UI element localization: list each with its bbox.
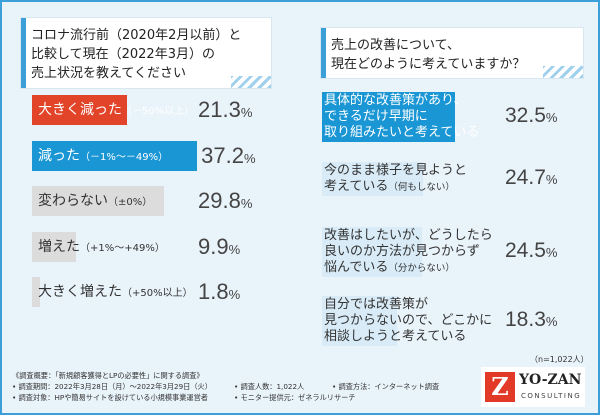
left-question-line-3: 売上状況を教えてください [31,66,186,81]
right-bar-label-line: 改善はしたいが、どうしたら [324,228,493,243]
right-bar-value: 24.7% [505,166,557,190]
left-bar-category: 減った [38,147,80,164]
left-question-line-1: コロナ流行前（2020年2月以前）と [31,28,242,43]
left-bar-value: 9.9% [198,232,240,262]
left-bar-category-note: （－1%～－49%） [80,151,169,163]
left-bar-category: 大きく増えた [38,284,122,300]
left-bar-category: 変わらない [38,193,108,209]
right-bar-label-line: 今のまま様子を見ようと [324,163,468,178]
right-bar-value-unit: % [545,245,558,260]
right-question-line-2: 現在どのように考えていますか？ [331,57,526,72]
left-bar-value: 1.8% [198,277,240,307]
question-accent [321,28,326,78]
left-bar-value-number: 9.9 [198,233,229,259]
right-bar-label: 改善はしたいが、どうしたら 良いのか方法が見つからず 悩んでいる（分からない） [324,228,493,277]
logo-sub: CONSULTING [521,392,582,400]
survey-method: • 調査方法：インターネット調査 [332,382,440,391]
right-bar-label-line: 良いのか方法が見つからず [324,244,480,259]
left-bar-label: 減った（－1%～－49%） [32,141,168,171]
right-bar [322,296,398,346]
footer-row-1: • 調査期間：2022年3月28日（月）～2022年3月29日（火） • 調査人… [12,381,482,392]
right-bar-value-number: 32.5 [505,104,546,127]
right-bar-label: 具体的な改善策があり、 できるだけ早期に 取り組みたいと考えている [324,93,479,141]
survey-target: • 調査対象：HPや簡易サイトを設けている小規模事業運営者 [12,393,208,402]
right-bar-category-note: （分からない） [388,263,455,274]
right-bar-label-line: 見つからないので、どこかに [324,313,493,328]
left-bar-category: 大きく減った [38,102,122,118]
left-bar-category-note: （+1%～+49%） [80,242,165,254]
left-bar-label: 変わらない（±0%） [32,186,152,216]
left-bar-value-unit: % [240,196,253,211]
sample-size-note: （n=1,022人） [530,355,589,364]
left-bar-value-number: 1.8 [198,279,229,304]
company-logo: Z YO-ZAN CONSULTING [481,367,585,407]
right-question-line-1: 売上の改善について、 [331,38,460,53]
right-bar-value-unit: % [545,172,558,187]
right-bar-label-line: 考えている（何もしない） [324,179,455,194]
survey-title: 《調査概要：「新規顧客獲得とLPの必要性」に関する調査》 [12,371,204,380]
survey-footer: 《調査概要：「新規顧客獲得とLPの必要性」に関する調査》 • 調査期間：2022… [12,370,482,403]
left-bar-value-number: 29.8 [198,188,241,213]
left-question-box: コロナ流行前（2020年2月以前）と 比較して現在（2022年3月）の 売上状況… [21,18,271,88]
right-bar-label-line: 自分では改善策が [324,297,429,312]
right-bar-label-line: 取り組みたいと考えている [324,125,480,140]
right-bar-value-number: 24.5 [505,239,546,262]
right-bar [322,162,424,196]
question-stripes [543,66,583,78]
left-bar-value: 21.3% [198,95,252,125]
question-accent [21,18,26,88]
left-bar [32,140,198,171]
left-bar [32,277,40,307]
left-question-line-2: 比較して現在（2022年3月）の [31,47,215,62]
survey-provider: • モニター提供元：ゼネラルリサーチ [234,393,356,402]
right-bar-label-line: 相談しようと考えている [324,329,467,344]
left-bar-value-unit: % [240,105,253,120]
left-bar-value: 29.8% [198,186,252,216]
right-bar-label-line: 悩んでいる（分からない） [324,260,455,275]
left-bar [32,95,127,125]
left-bar-category-note: （+50%以上） [122,288,193,299]
left-bar [32,186,165,216]
left-bar-category-note: （－50%以上） [122,106,195,117]
left-bar [32,231,76,262]
left-bar-category: 増えた [38,238,80,255]
right-bar-label-line: できるだけ早期に [324,109,428,124]
left-bar-value-unit: % [243,150,256,166]
left-bar-value-unit: % [228,241,241,257]
right-bar [322,227,423,277]
left-bar-label: 大きく減った（－50%以上） [32,95,194,125]
left-bar-value-unit: % [228,287,241,302]
right-bar-value-unit: % [545,110,558,125]
footer-row-2: • 調査対象：HPや簡易サイトを設けている小規模事業運営者 • モニター提供元：… [12,392,482,403]
logo-name: YO-ZAN [519,372,582,388]
right-bar-value: 18.3% [505,308,557,332]
left-bar-value-number: 21.3 [198,97,241,122]
right-bar-category-note: （何もしない） [388,182,455,193]
right-bar [322,92,456,142]
right-question-box: 売上の改善について、 現在どのように考えていますか？ [321,28,583,78]
right-bar-label: 今のまま様子を見ようと 考えている（何もしない） [324,163,467,196]
logo-mark: Z [485,372,515,402]
right-bar-label: 自分では改善策が 見つからないので、どこかに 相談しようと考えている [324,297,492,345]
survey-period: • 調査期間：2022年3月28日（月）～2022年3月29日（火） [12,382,212,391]
right-bar-value-number: 24.7 [505,166,546,189]
survey-respondents: • 調査人数：1,022人 [234,382,305,391]
right-bar-value-unit: % [545,314,558,329]
right-bar-label-line: 具体的な改善策があり、 [324,93,467,108]
left-bar-value-number: 37.2 [201,142,244,168]
right-bar-value: 32.5% [505,104,557,128]
left-bar-value: 37.2% [201,141,255,171]
right-bar-value-number: 18.3 [505,308,546,331]
question-stripes [231,76,271,88]
right-bar-value: 24.5% [505,239,557,263]
left-bar-label: 増えた（+1%～+49%） [32,232,165,262]
left-bar-category-note: （±0%） [108,197,153,208]
left-bar-label: 大きく増えた（+50%以上） [32,277,193,307]
